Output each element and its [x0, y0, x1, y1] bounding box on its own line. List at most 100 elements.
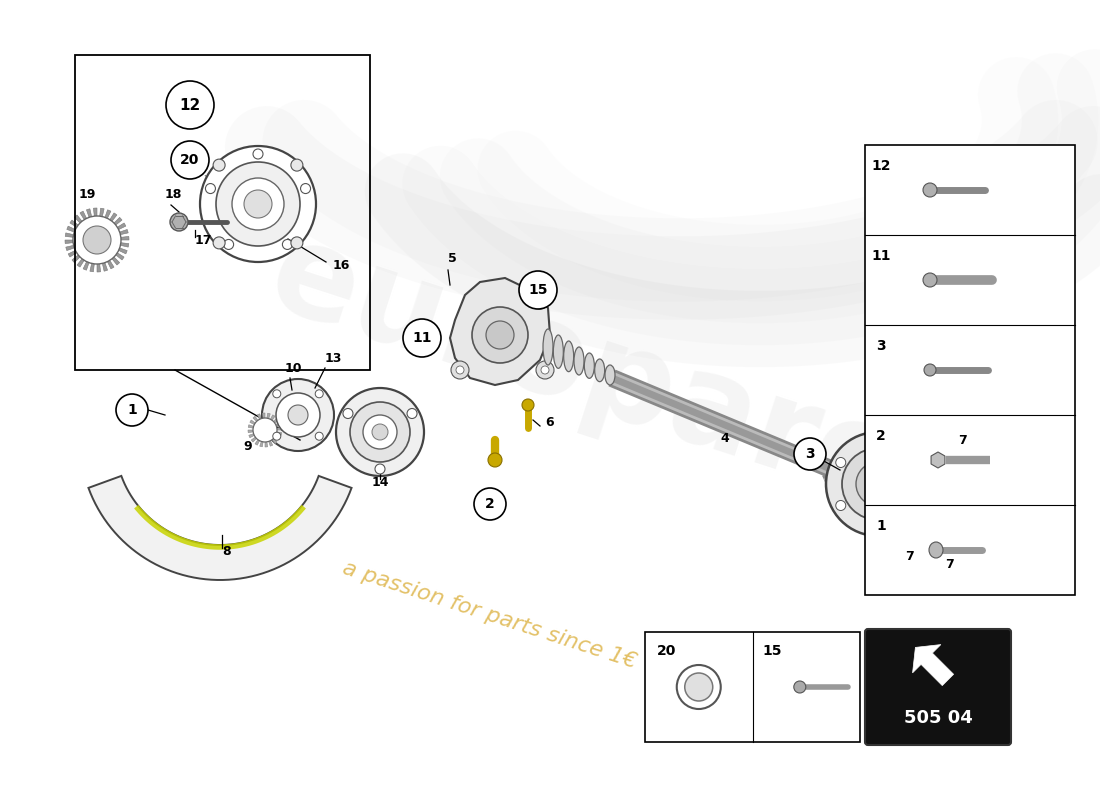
Circle shape: [856, 462, 900, 506]
Wedge shape: [66, 240, 97, 250]
Wedge shape: [97, 240, 124, 260]
Wedge shape: [265, 430, 280, 440]
Wedge shape: [265, 418, 278, 430]
Text: 5: 5: [448, 252, 456, 265]
Wedge shape: [97, 240, 114, 269]
Wedge shape: [265, 430, 282, 435]
Circle shape: [316, 390, 323, 398]
Circle shape: [519, 271, 557, 309]
Text: 6: 6: [544, 416, 553, 429]
Text: 3: 3: [805, 447, 815, 461]
Circle shape: [456, 366, 464, 374]
Circle shape: [842, 448, 914, 520]
Circle shape: [472, 307, 528, 363]
Circle shape: [868, 474, 888, 494]
Circle shape: [794, 681, 806, 693]
Circle shape: [206, 183, 216, 194]
Text: 11: 11: [871, 250, 891, 263]
Ellipse shape: [930, 542, 943, 558]
Circle shape: [873, 436, 883, 446]
Text: 15: 15: [762, 644, 782, 658]
Wedge shape: [97, 223, 125, 240]
Text: 505 04: 505 04: [903, 709, 972, 726]
Circle shape: [273, 432, 280, 440]
Text: 1: 1: [128, 403, 136, 417]
Circle shape: [375, 464, 385, 474]
Circle shape: [873, 522, 883, 532]
Ellipse shape: [584, 353, 594, 378]
Wedge shape: [257, 414, 265, 430]
Wedge shape: [84, 240, 97, 270]
Circle shape: [794, 438, 826, 470]
Text: 16: 16: [333, 259, 351, 272]
Wedge shape: [70, 220, 97, 240]
Circle shape: [166, 81, 214, 129]
Circle shape: [910, 458, 921, 467]
Ellipse shape: [605, 365, 615, 385]
Circle shape: [923, 273, 937, 287]
Text: 20: 20: [657, 644, 676, 658]
Circle shape: [350, 402, 410, 462]
Text: 17: 17: [195, 234, 212, 247]
Wedge shape: [262, 413, 265, 430]
Text: 7: 7: [905, 550, 914, 563]
Wedge shape: [97, 237, 129, 240]
Wedge shape: [249, 425, 265, 430]
Circle shape: [536, 296, 544, 304]
Text: 19: 19: [79, 188, 97, 201]
Ellipse shape: [543, 329, 553, 365]
Circle shape: [290, 159, 303, 171]
Wedge shape: [251, 430, 265, 442]
Circle shape: [403, 319, 441, 357]
Text: 8: 8: [222, 545, 231, 558]
FancyBboxPatch shape: [865, 629, 1011, 745]
Circle shape: [541, 366, 549, 374]
Ellipse shape: [563, 341, 574, 372]
Circle shape: [536, 361, 554, 379]
Circle shape: [276, 393, 320, 437]
Text: 10: 10: [285, 362, 303, 375]
Circle shape: [923, 183, 937, 197]
Circle shape: [836, 458, 846, 467]
Circle shape: [836, 501, 846, 510]
Circle shape: [262, 379, 334, 451]
Circle shape: [82, 226, 111, 254]
Circle shape: [244, 190, 272, 218]
Wedge shape: [260, 430, 265, 446]
Text: 20: 20: [180, 153, 200, 167]
Wedge shape: [80, 211, 97, 240]
Wedge shape: [94, 208, 97, 240]
Wedge shape: [97, 240, 100, 272]
Wedge shape: [97, 240, 120, 265]
Circle shape: [363, 415, 397, 449]
Wedge shape: [265, 415, 275, 430]
Circle shape: [826, 432, 930, 536]
Wedge shape: [250, 420, 265, 430]
Circle shape: [451, 361, 469, 379]
Wedge shape: [67, 226, 97, 240]
Wedge shape: [97, 213, 117, 240]
Text: 7: 7: [958, 434, 967, 447]
Text: 2: 2: [485, 497, 495, 511]
Wedge shape: [265, 422, 282, 430]
Text: 11: 11: [412, 331, 431, 345]
Circle shape: [290, 237, 303, 249]
Text: 14: 14: [372, 476, 388, 489]
Wedge shape: [265, 414, 271, 430]
Wedge shape: [97, 240, 128, 254]
Wedge shape: [249, 430, 265, 438]
Circle shape: [170, 141, 209, 179]
Circle shape: [684, 673, 713, 701]
Text: 1: 1: [876, 519, 886, 533]
Wedge shape: [97, 210, 111, 240]
Ellipse shape: [574, 347, 584, 375]
Text: 4: 4: [720, 432, 728, 445]
Circle shape: [73, 216, 121, 264]
Circle shape: [116, 394, 148, 426]
Circle shape: [213, 159, 226, 171]
Text: 15: 15: [528, 283, 548, 297]
Circle shape: [486, 321, 514, 349]
Text: 9: 9: [243, 440, 252, 453]
Wedge shape: [97, 230, 129, 240]
Polygon shape: [931, 452, 945, 468]
